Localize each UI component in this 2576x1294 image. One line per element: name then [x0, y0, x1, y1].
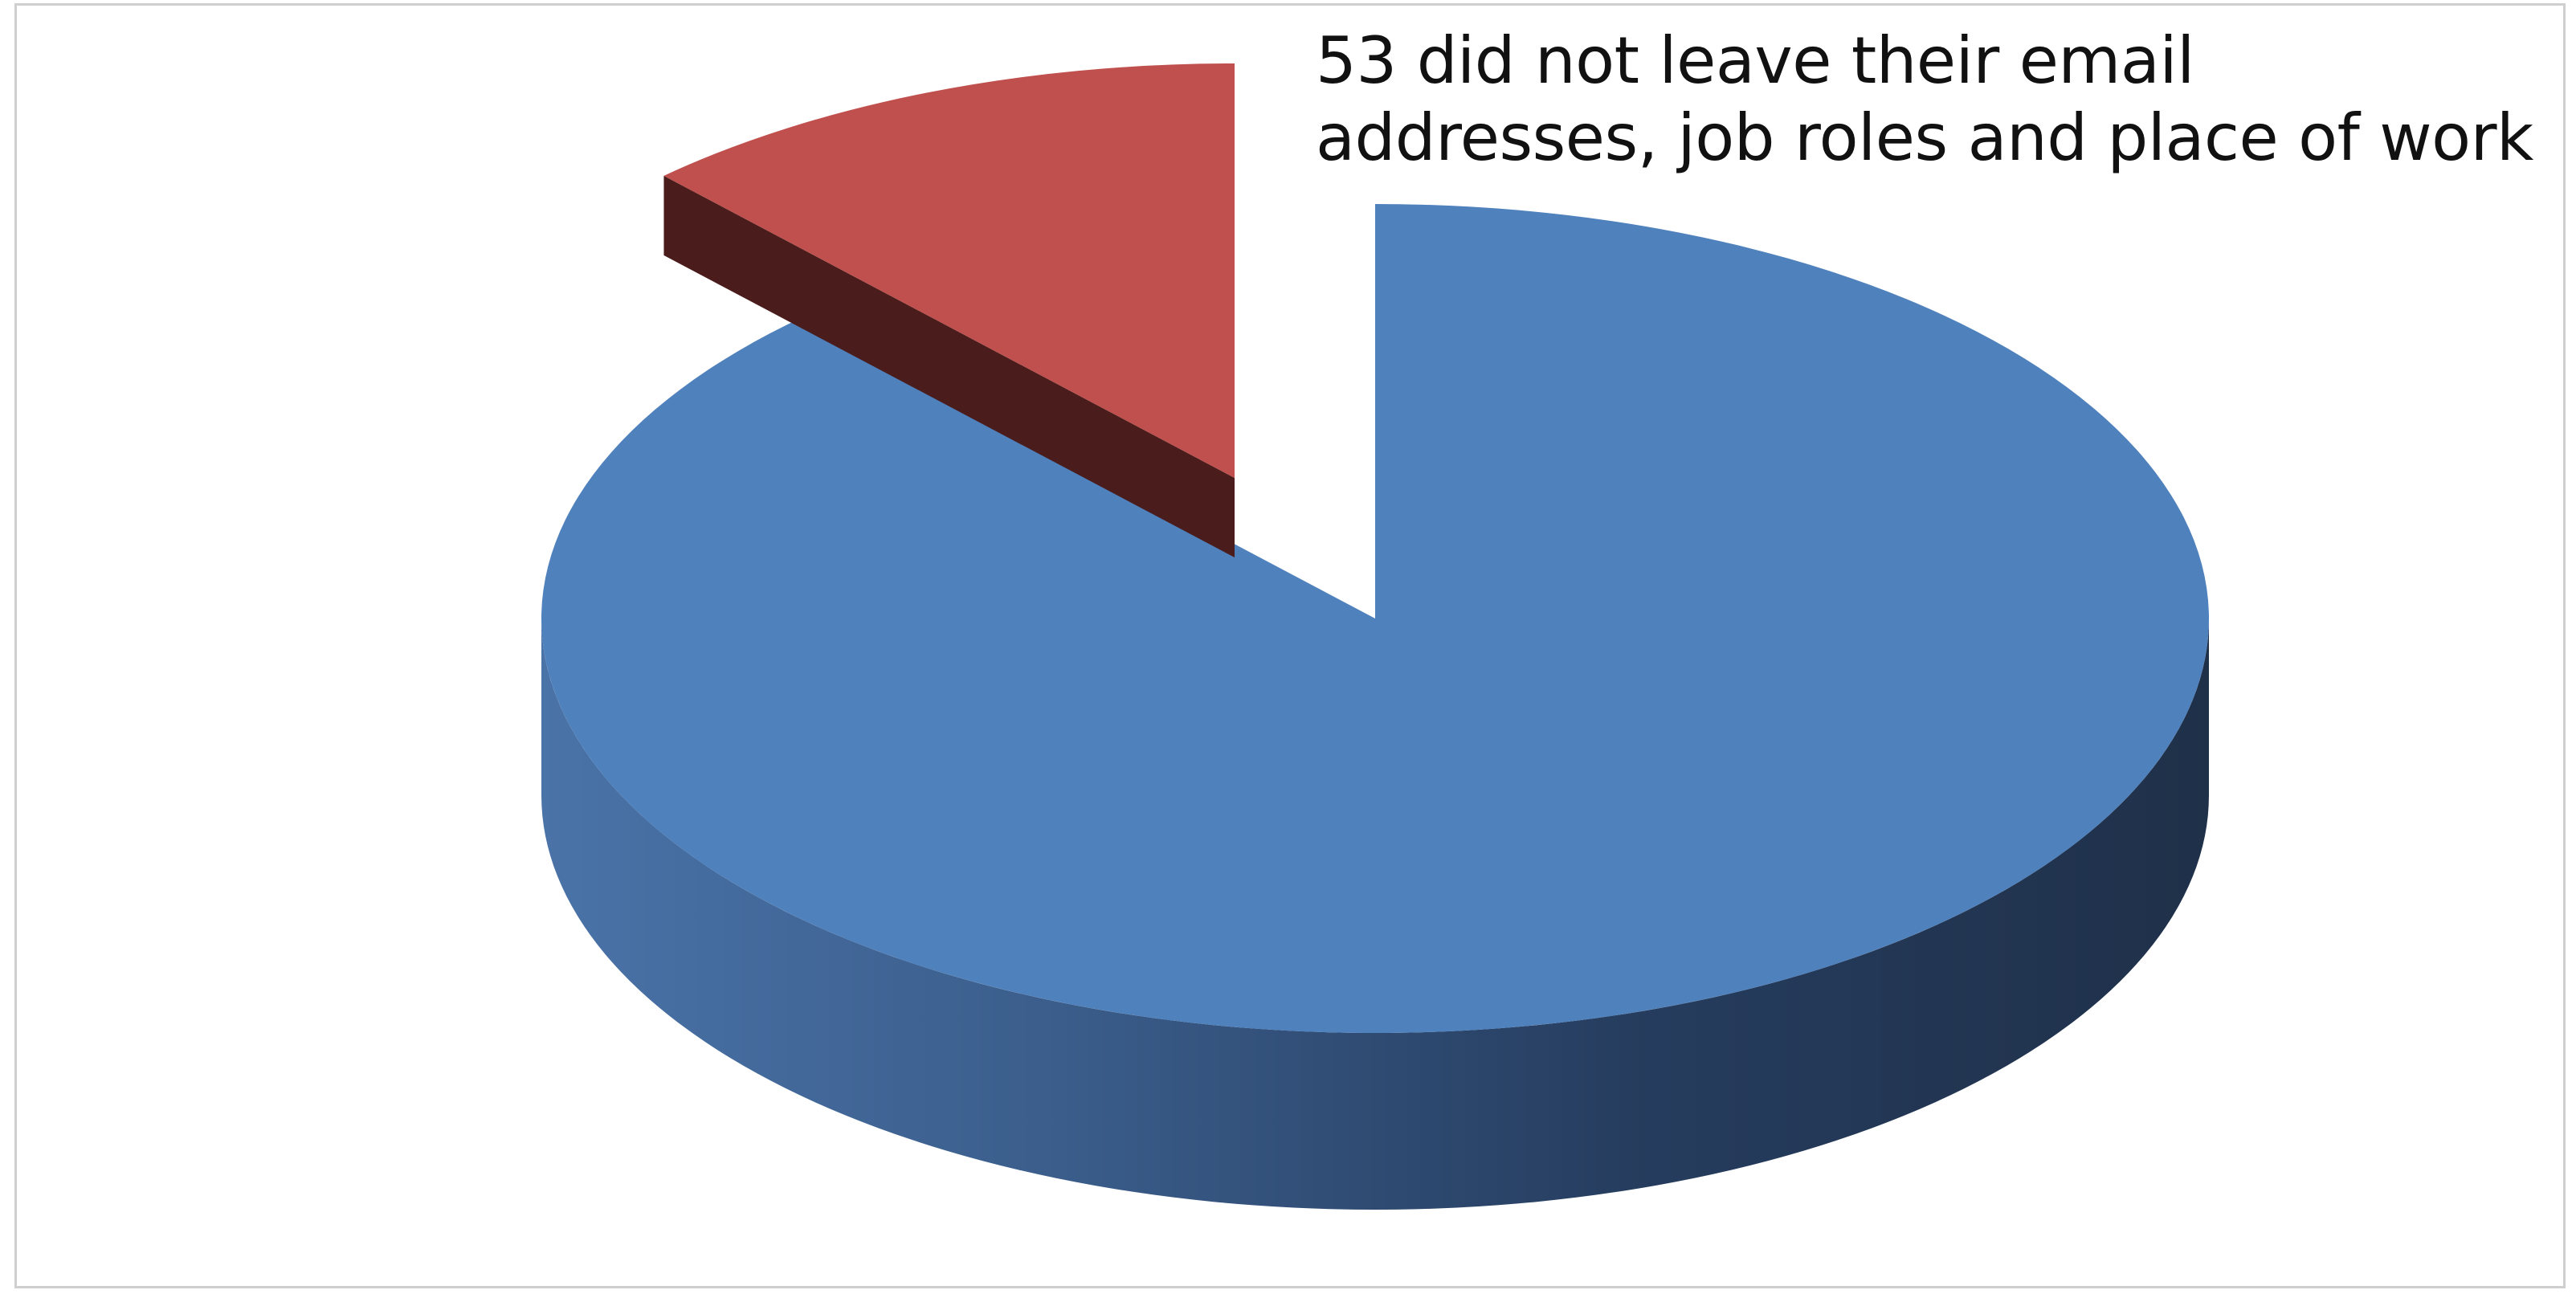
pie-slice-blue-side — [541, 618, 2209, 1210]
pie-slice-blue — [541, 204, 2210, 1033]
pie-slice-red-side — [663, 175, 1235, 558]
pie-slice-red — [663, 63, 1235, 478]
slice-data-label: 53 did not leave their email addresses, … — [1316, 23, 2533, 175]
